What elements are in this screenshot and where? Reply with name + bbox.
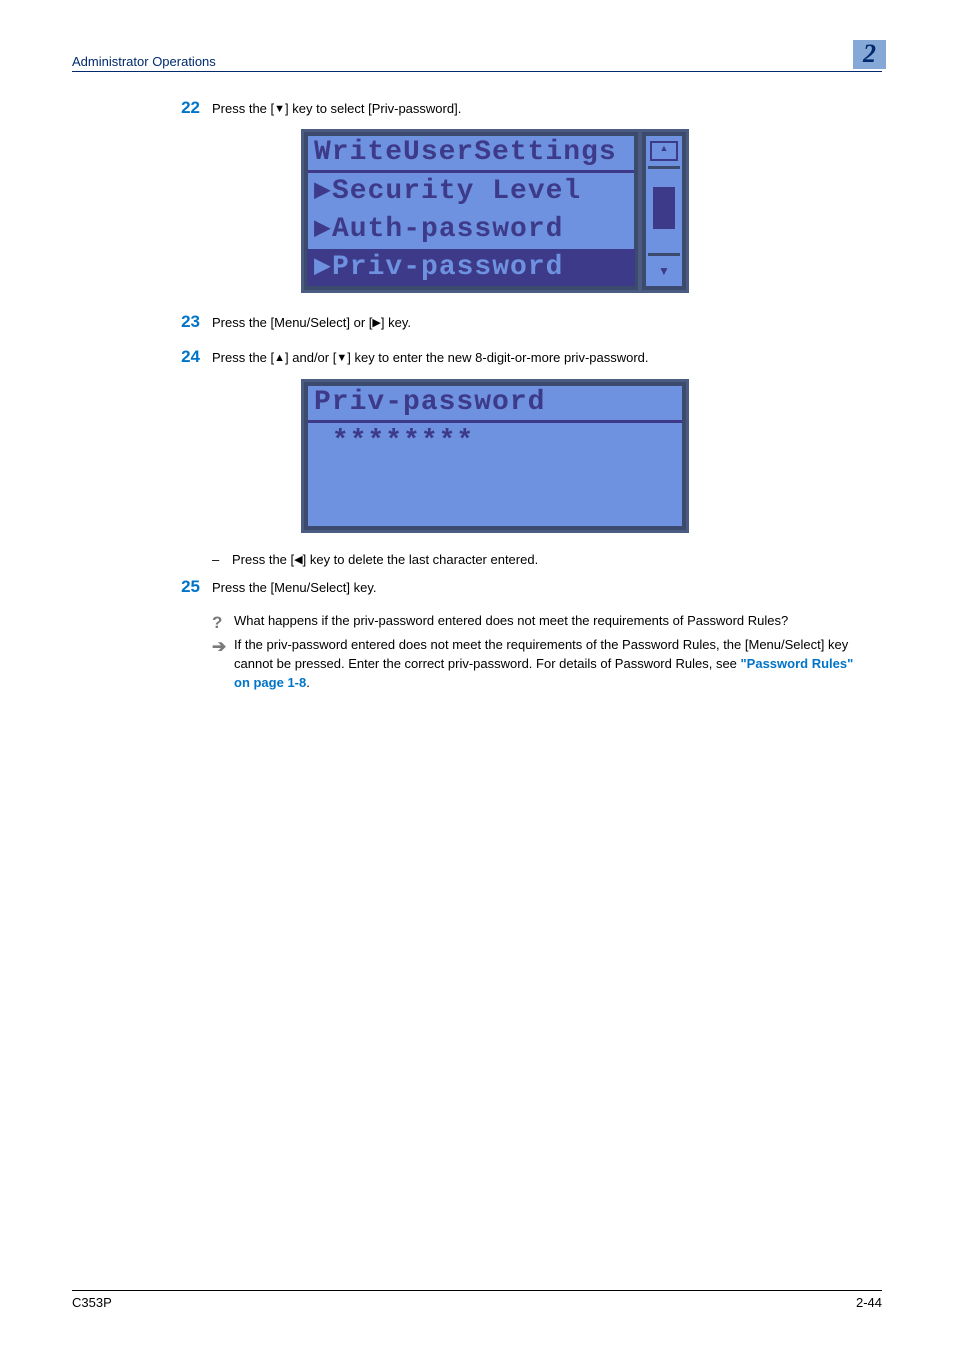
down-key-icon: ▼	[336, 351, 347, 367]
scroll-thumb	[653, 187, 675, 229]
step-number: 22	[164, 98, 200, 119]
scroll-up-icon	[646, 136, 682, 166]
scroll-track	[648, 166, 680, 256]
step-25: 25 Press the [Menu/Select] key.	[164, 577, 862, 598]
step-text: Press the [▲] and/or [▼] key to enter th…	[212, 347, 862, 368]
lcd-item-label: Priv-password	[332, 252, 563, 283]
step-text: Press the [Menu/Select] or [▶] key.	[212, 312, 862, 333]
cursor-icon: ▶	[314, 173, 332, 211]
text: Press the [	[212, 101, 274, 116]
text: ] key.	[381, 315, 411, 330]
question-icon: ?	[212, 612, 234, 634]
question-text: What happens if the priv-password entere…	[234, 612, 862, 634]
page-number: 2-44	[856, 1295, 882, 1310]
text: Press the [	[212, 350, 274, 365]
lcd-password-value: ********	[308, 423, 682, 461]
lcd-item-label: Security Level	[332, 176, 581, 207]
section-title: Administrator Operations	[72, 54, 216, 69]
answer-text: If the priv-password entered does not me…	[234, 636, 862, 693]
right-key-icon: ▶	[372, 316, 380, 332]
lcd-screenshot-password: Priv-password ********	[304, 382, 686, 530]
lcd-menu-item: ▶Auth-password	[308, 211, 634, 249]
lcd-header: WriteUserSettings	[308, 136, 634, 173]
page-footer: C353P 2-44	[72, 1290, 882, 1310]
text: ] and/or [	[285, 350, 336, 365]
chapter-number: 2	[853, 40, 886, 69]
text: ] key to select [Priv-password].	[285, 101, 461, 116]
dash-bullet: –	[212, 552, 232, 567]
text: Press the [	[232, 552, 294, 567]
left-key-icon: ◀	[294, 553, 302, 566]
step-24-substep: – Press the [◀] key to delete the last c…	[212, 552, 862, 567]
arrow-icon: ➔	[212, 636, 234, 693]
step-number: 24	[164, 347, 200, 368]
lcd-screenshot-menu: WriteUserSettings ▶Security Level ▶Auth-…	[304, 132, 686, 290]
model-label: C353P	[72, 1295, 112, 1310]
qa-answer: ➔ If the priv-password entered does not …	[212, 636, 862, 693]
down-key-icon: ▼	[274, 102, 285, 118]
up-key-icon: ▲	[274, 351, 285, 367]
lcd-header: Priv-password	[308, 386, 682, 423]
text: ] key to delete the last character enter…	[303, 552, 539, 567]
qa-block: ? What happens if the priv-password ente…	[212, 612, 862, 693]
lcd-item-label: Auth-password	[332, 214, 563, 245]
step-text: Press the [Menu/Select] key.	[212, 577, 862, 598]
masked-password: ********	[332, 426, 474, 457]
step-23: 23 Press the [Menu/Select] or [▶] key.	[164, 312, 862, 333]
page-header: Administrator Operations 2	[72, 40, 882, 72]
cursor-icon: ▶	[314, 211, 332, 249]
step-number: 23	[164, 312, 200, 333]
step-number: 25	[164, 577, 200, 598]
text: .	[306, 675, 310, 690]
lcd-scrollbar	[642, 132, 686, 290]
lcd-panel: Priv-password ********	[304, 382, 686, 530]
text: ] key to enter the new 8-digit-or-more p…	[347, 350, 648, 365]
lcd-menu-item: ▶Security Level	[308, 173, 634, 211]
text: Press the [Menu/Select] or [	[212, 315, 372, 330]
substep-text: Press the [◀] key to delete the last cha…	[232, 552, 538, 567]
step-text: Press the [▼] key to select [Priv-passwo…	[212, 98, 862, 119]
step-22: 22 Press the [▼] key to select [Priv-pas…	[164, 98, 862, 119]
qa-question: ? What happens if the priv-password ente…	[212, 612, 862, 634]
step-24: 24 Press the [▲] and/or [▼] key to enter…	[164, 347, 862, 368]
lcd-panel: WriteUserSettings ▶Security Level ▶Auth-…	[304, 132, 638, 290]
lcd-menu-item-selected: ▶Priv-password	[307, 249, 635, 287]
content-body: 22 Press the [▼] key to select [Priv-pas…	[72, 98, 882, 693]
cursor-icon: ▶	[314, 249, 332, 287]
page: Administrator Operations 2 22 Press the …	[0, 0, 954, 1350]
scroll-down-icon	[646, 256, 682, 286]
